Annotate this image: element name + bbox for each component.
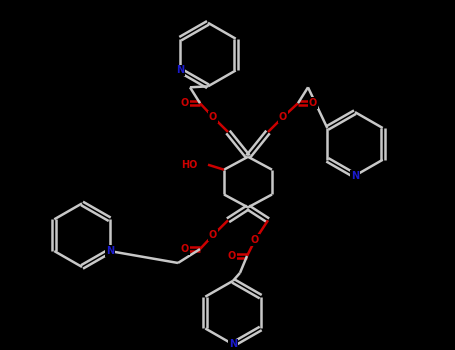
Text: O: O [209,112,217,122]
Text: O: O [279,112,287,122]
Text: N: N [106,246,114,256]
Text: N: N [176,65,184,76]
Text: N: N [351,171,359,181]
Text: HO: HO [182,160,198,170]
Text: N: N [229,340,237,349]
Text: O: O [181,98,189,108]
Text: O: O [209,230,217,240]
Text: O: O [251,235,259,245]
Text: O: O [181,244,189,254]
Text: O: O [309,98,317,108]
Text: O: O [228,251,236,261]
